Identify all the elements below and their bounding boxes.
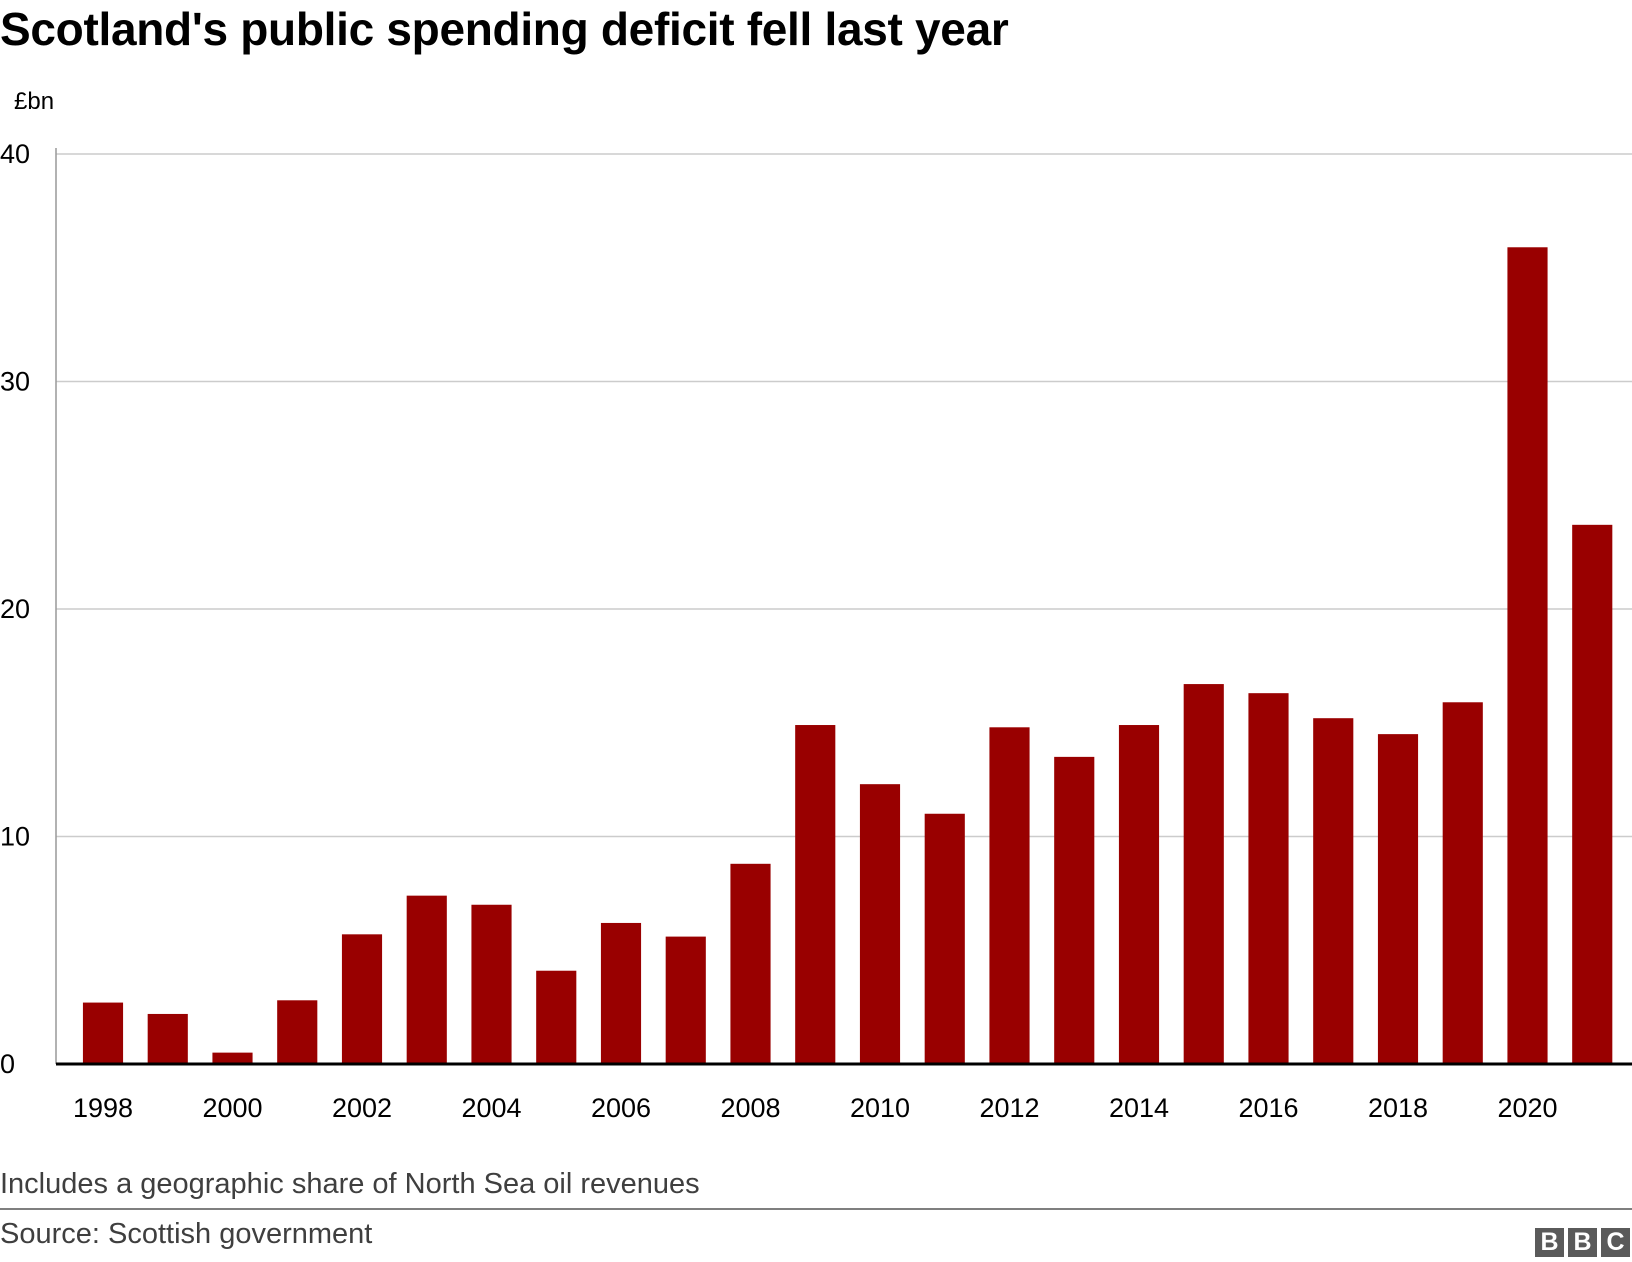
x-axis-ticks: 1998 2000 2002 2004 2006 2008 2010 2012 2014 2016… bbox=[73, 1093, 1558, 1123]
axes bbox=[55, 148, 1632, 1066]
x-tick-label: 2000 bbox=[202, 1093, 262, 1123]
y-tick-label: 30 bbox=[0, 367, 30, 397]
x-tick-label: 2004 bbox=[461, 1093, 521, 1123]
x-tick-label: 2016 bbox=[1238, 1093, 1298, 1123]
bar-2012 bbox=[989, 727, 1030, 1064]
x-tick-label: 2014 bbox=[1109, 1093, 1169, 1123]
y-tick-label: 20 bbox=[0, 594, 30, 624]
x-tick-label: 2018 bbox=[1368, 1093, 1428, 1123]
x-tick-label: 2006 bbox=[591, 1093, 651, 1123]
chart-title: Scotland's public spending deficit fell … bbox=[0, 3, 1009, 55]
y-axis-ticks: 0 10 20 30 40 bbox=[0, 139, 30, 1079]
bar-2001 bbox=[277, 1000, 318, 1064]
footer-divider bbox=[0, 1208, 1632, 1210]
bbc-logo-letter: C bbox=[1601, 1228, 1630, 1257]
bar-2014 bbox=[1118, 725, 1160, 1064]
bar-2003 bbox=[406, 895, 447, 1064]
bars bbox=[82, 247, 1613, 1064]
bar-2008 bbox=[730, 863, 771, 1064]
bar-2017 bbox=[1313, 718, 1354, 1064]
bar-2016 bbox=[1248, 693, 1289, 1064]
x-tick-label: 2010 bbox=[850, 1093, 910, 1123]
bbc-logo: B B C bbox=[1535, 1228, 1630, 1257]
bar-2013 bbox=[1054, 756, 1095, 1064]
bar-2005 bbox=[536, 970, 577, 1064]
bar-2009 bbox=[795, 725, 836, 1064]
x-tick-label: 1998 bbox=[73, 1093, 133, 1123]
bbc-logo-letter: B bbox=[1535, 1228, 1564, 1257]
x-tick-label: 2012 bbox=[979, 1093, 1039, 1123]
x-tick-label: 2002 bbox=[332, 1093, 392, 1123]
bar-2002 bbox=[341, 934, 383, 1064]
bar-2000 bbox=[212, 1052, 253, 1064]
bar-2015 bbox=[1183, 684, 1224, 1064]
source-credit: Source: Scottish government bbox=[0, 1218, 373, 1250]
y-tick-label: 0 bbox=[0, 1049, 15, 1079]
bar-2011 bbox=[924, 813, 965, 1064]
bar-1998 bbox=[82, 1002, 124, 1064]
bar-2006 bbox=[600, 922, 642, 1064]
bar-2004 bbox=[471, 904, 512, 1064]
bbc-logo-letter: B bbox=[1568, 1228, 1597, 1257]
gridlines bbox=[56, 153, 1632, 838]
y-tick-label: 40 bbox=[0, 139, 30, 169]
x-tick-label: 2020 bbox=[1497, 1093, 1557, 1123]
bar-1999 bbox=[147, 1013, 188, 1064]
y-axis-unit-label: £bn bbox=[14, 88, 55, 115]
x-tick-label: 2008 bbox=[720, 1093, 780, 1123]
y-tick-label: 10 bbox=[0, 822, 30, 852]
bar-2018 bbox=[1377, 734, 1419, 1064]
bar-2007 bbox=[665, 936, 706, 1064]
bar-2021 bbox=[1572, 524, 1613, 1064]
bar-2020 bbox=[1507, 247, 1548, 1064]
bar-2019 bbox=[1442, 702, 1483, 1064]
bar-2010 bbox=[859, 784, 901, 1064]
bar-chart: 0 10 20 30 40 1998 2000 2002 2004 2006 2008 2010 20… bbox=[0, 139, 1632, 1123]
chart-note: Includes a geographic share of North Sea… bbox=[0, 1168, 700, 1200]
